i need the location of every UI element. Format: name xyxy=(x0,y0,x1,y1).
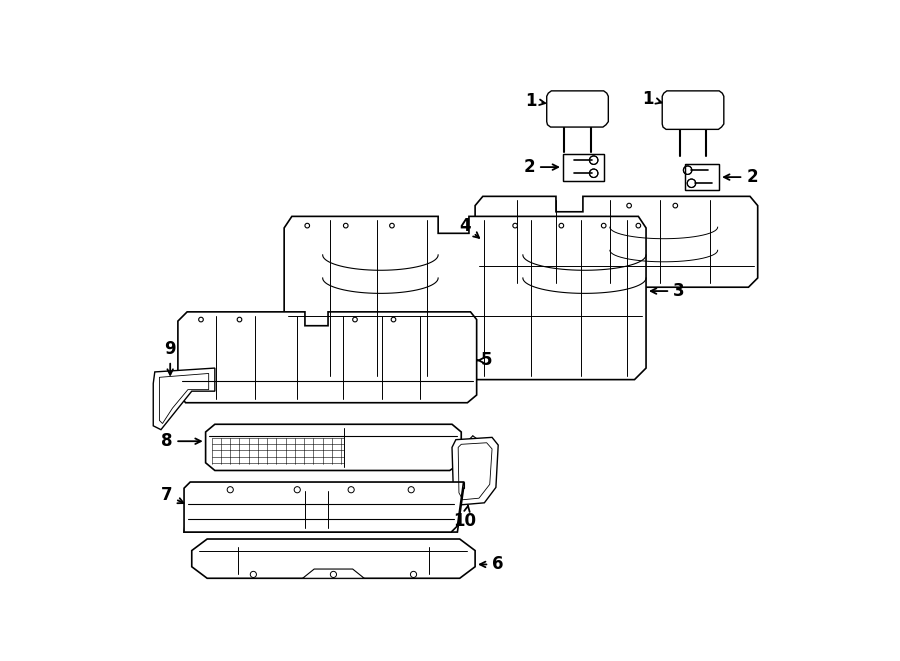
Circle shape xyxy=(636,223,641,228)
Text: 9: 9 xyxy=(165,340,176,375)
Circle shape xyxy=(559,223,563,228)
Circle shape xyxy=(199,317,203,322)
Circle shape xyxy=(330,571,337,578)
Text: 5: 5 xyxy=(478,352,492,369)
Polygon shape xyxy=(546,91,608,127)
Circle shape xyxy=(392,317,396,322)
Circle shape xyxy=(408,486,414,493)
Circle shape xyxy=(305,223,310,228)
Text: 3: 3 xyxy=(651,282,685,300)
Circle shape xyxy=(601,223,606,228)
Circle shape xyxy=(348,486,355,493)
Polygon shape xyxy=(190,482,464,488)
Polygon shape xyxy=(475,196,758,288)
Text: 10: 10 xyxy=(454,506,477,530)
Circle shape xyxy=(410,571,417,578)
Polygon shape xyxy=(205,424,461,471)
Text: 2: 2 xyxy=(724,168,758,186)
Polygon shape xyxy=(562,154,604,181)
Polygon shape xyxy=(662,91,724,130)
Circle shape xyxy=(344,223,348,228)
Text: 8: 8 xyxy=(161,432,201,450)
Polygon shape xyxy=(284,216,646,379)
Circle shape xyxy=(294,486,301,493)
Polygon shape xyxy=(685,164,719,190)
Circle shape xyxy=(250,571,256,578)
Circle shape xyxy=(390,223,394,228)
Text: 1: 1 xyxy=(526,92,545,110)
Polygon shape xyxy=(184,482,464,532)
Text: 4: 4 xyxy=(459,217,479,238)
Circle shape xyxy=(626,204,632,208)
Circle shape xyxy=(353,317,357,322)
Text: 1: 1 xyxy=(643,90,662,108)
Polygon shape xyxy=(178,312,477,403)
Text: 7: 7 xyxy=(161,486,184,504)
Text: 6: 6 xyxy=(480,555,504,574)
Polygon shape xyxy=(452,438,499,505)
Circle shape xyxy=(238,317,242,322)
Circle shape xyxy=(673,204,678,208)
Circle shape xyxy=(513,223,518,228)
Text: 2: 2 xyxy=(524,158,558,176)
Polygon shape xyxy=(302,569,365,578)
Polygon shape xyxy=(192,539,475,578)
Polygon shape xyxy=(153,368,215,430)
Polygon shape xyxy=(184,488,464,532)
Circle shape xyxy=(227,486,233,493)
